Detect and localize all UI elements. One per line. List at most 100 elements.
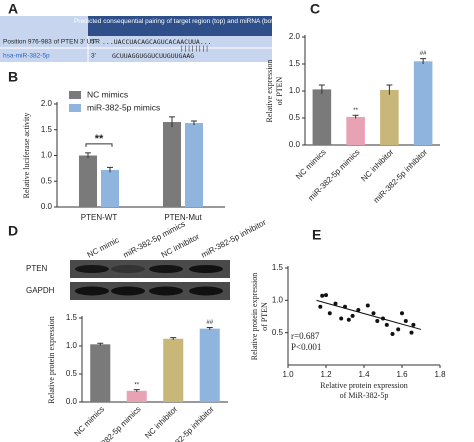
x-tick-label: NC mimics: [294, 148, 328, 182]
x-tick-label: NC inhibitor: [359, 147, 395, 183]
band: [149, 286, 183, 296]
bar: [126, 390, 147, 402]
y-tick-label: 0.5: [289, 113, 301, 122]
y-tick-label: 1.5: [272, 263, 284, 272]
y-tick-label: 1.5: [41, 125, 53, 134]
point: [371, 311, 376, 316]
error-bar: [352, 114, 359, 119]
band: [189, 286, 223, 296]
header-text: Predicted consequential pairing of targe…: [74, 18, 286, 25]
y-tick-label: 2.0: [41, 99, 53, 108]
x-tick-label: PTEN-Mut: [164, 213, 202, 222]
y-axis-label: of PTEN: [260, 302, 269, 331]
annotation: r=0.687: [291, 331, 320, 341]
bar: [199, 328, 220, 402]
band: [75, 265, 109, 273]
row-sequence: GCUUAGGUGGUCUUGUUGAAG: [112, 52, 194, 60]
panel-letter: C: [310, 1, 320, 17]
row-end: 5': [91, 39, 96, 46]
panel-letter: E: [312, 227, 321, 243]
bar: [163, 338, 184, 402]
error-bar: [97, 342, 104, 346]
row-label: hsa-miR-382-5p: [3, 53, 50, 60]
y-axis-label: of PTEN: [275, 76, 284, 105]
y-tick-label: 1.5: [66, 313, 78, 322]
x-tick-label: NC mimics: [72, 405, 106, 439]
legend-swatch: [69, 91, 81, 99]
bracket: [85, 143, 113, 147]
y-axis-label: Relative protein expression: [47, 316, 56, 404]
annotation: **: [353, 108, 358, 114]
alignment-header: Predicted consequential pairing of targe…: [74, 18, 286, 25]
y-tick-label: 0.5: [272, 328, 284, 337]
error-bar: [206, 327, 213, 330]
error-bar: [107, 166, 113, 173]
point: [318, 304, 323, 309]
fit-line: [316, 299, 422, 330]
bar: [312, 89, 332, 145]
lane-label: miR-382-5p inhibitor: [200, 218, 268, 260]
error-bar: [386, 84, 393, 95]
error-bar: [420, 58, 427, 64]
legend-swatch: [69, 104, 81, 112]
y-tick-label: 0.5: [66, 369, 78, 378]
band: [111, 286, 145, 296]
y-axis-label: Relative protein expression: [250, 273, 259, 361]
x-tick-label: 1.2: [320, 370, 332, 379]
lane-label: miR-382-5p mimics: [122, 219, 187, 259]
annotation: ##: [206, 320, 213, 326]
point: [411, 322, 416, 327]
y-axis-label: Relative luciferase activity: [22, 113, 31, 199]
point: [409, 330, 414, 335]
y-tick-label: 1.0: [272, 295, 284, 304]
band: [189, 265, 223, 273]
annotation: P<0.001: [291, 342, 321, 352]
annotation: ##: [420, 51, 427, 57]
bar: [413, 61, 433, 145]
error-bar: [191, 120, 197, 126]
y-tick-label: 1.5: [289, 59, 301, 68]
panel-letter: D: [8, 223, 18, 239]
x-tick-label: 1.0: [282, 370, 294, 379]
bar: [90, 344, 111, 402]
error-bar: [170, 337, 177, 340]
point: [403, 319, 408, 324]
bar: [163, 122, 181, 207]
bar: [380, 89, 399, 145]
point: [324, 293, 328, 298]
y-tick-label: 1.0: [66, 341, 78, 350]
bar: [101, 169, 119, 207]
band: [149, 265, 183, 273]
row-label: GAPDH: [26, 286, 55, 295]
point: [396, 327, 401, 332]
y-tick-label: 0.5: [41, 176, 53, 185]
bar: [346, 116, 365, 145]
point: [339, 316, 344, 321]
point: [327, 311, 332, 316]
panel-letter: A: [8, 1, 18, 17]
y-tick-label: 0.0: [41, 202, 53, 211]
x-tick-label: 1.8: [434, 370, 446, 379]
x-axis-label: Relative protein expression: [320, 381, 408, 390]
point: [365, 303, 370, 308]
lane-label: NC mimic: [86, 235, 121, 259]
pairing: ||||||||: [180, 46, 209, 53]
error-bar: [318, 84, 325, 94]
y-tick-label: 0.0: [66, 397, 78, 406]
point: [320, 293, 325, 298]
alignment-header-bg: [88, 16, 272, 36]
legend-label: miR-382-5p mimics: [87, 102, 160, 112]
x-tick-label: PTEN-WT: [81, 213, 118, 222]
point: [384, 322, 389, 327]
x-tick-label: 1.4: [358, 370, 370, 379]
row-label: PTEN: [26, 264, 48, 273]
panel-letter: B: [8, 69, 18, 85]
y-tick-label: 2.0: [289, 32, 301, 41]
error-bar: [85, 152, 91, 159]
row-end: 3': [91, 53, 96, 60]
point: [375, 319, 380, 324]
x-tick-label: NC inhibitor: [143, 404, 179, 440]
point: [350, 313, 355, 318]
point: [346, 317, 351, 322]
